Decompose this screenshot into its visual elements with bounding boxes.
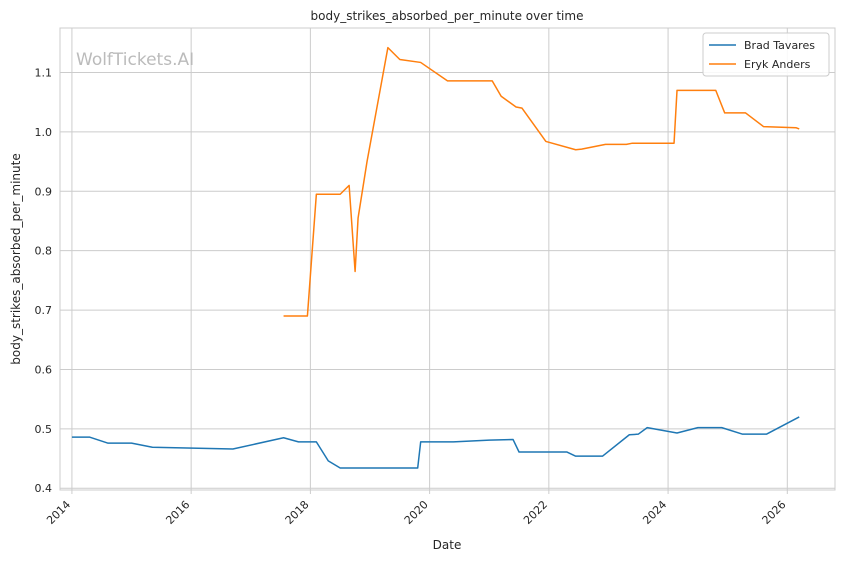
grid	[60, 28, 835, 494]
legend-box	[702, 32, 830, 77]
y-tick-label: 0.9	[35, 185, 53, 198]
plot-border	[59, 27, 836, 491]
y-tick-label: 0.5	[35, 423, 53, 436]
legend: Brad Tavares Eryk Anders	[702, 32, 830, 77]
y-tick-label: 0.8	[35, 245, 53, 258]
x-tick-label: 2020	[402, 498, 431, 527]
x-tick-label: 2026	[760, 498, 789, 527]
x-axis-title: Date	[433, 538, 462, 552]
y-axis-title: body_strikes_absorbed_per_minute	[9, 153, 23, 364]
x-tick-label: 2024	[640, 498, 669, 527]
series-group	[71, 46, 800, 469]
x-tick-label: 2014	[44, 498, 73, 527]
watermark: WolfTickets.AI	[76, 50, 194, 70]
x-tick-label: 2016	[163, 498, 192, 527]
series-line-brad-tavares	[71, 416, 800, 469]
y-tick-label: 1.0	[35, 126, 53, 139]
legend-label-brad-tavares: Brad Tavares	[744, 39, 815, 52]
legend-label-eryk-anders: Eryk Anders	[744, 58, 811, 71]
chart-title: body_strikes_absorbed_per_minute over ti…	[311, 9, 584, 23]
x-tick-label: 2022	[521, 498, 550, 527]
y-tick-label: 0.4	[35, 482, 53, 495]
x-tick-label: 2018	[283, 498, 312, 527]
tick-labels: 2014 2016 2018 2020 2022 2024 2026 0.4 0.5 0.6 0.7…	[35, 67, 789, 528]
plot-area	[60, 28, 835, 490]
series-line-eryk-anders	[283, 46, 800, 317]
y-tick-label: 1.1	[35, 67, 53, 80]
y-tick-label: 0.6	[35, 363, 53, 376]
y-tick-label: 0.7	[35, 304, 53, 317]
